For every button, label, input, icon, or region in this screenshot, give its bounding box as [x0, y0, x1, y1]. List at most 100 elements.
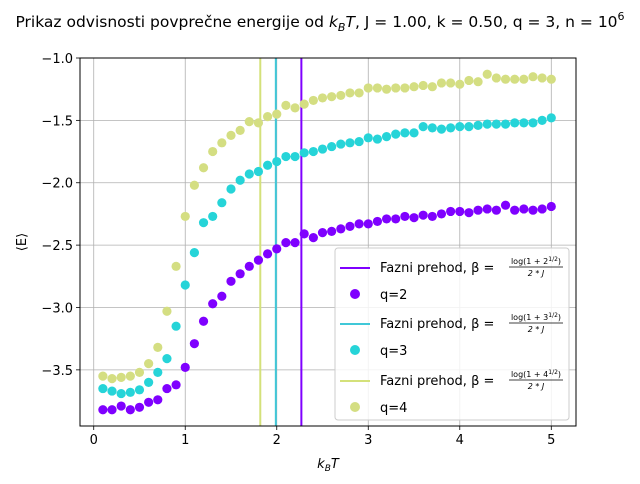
data-point-q2	[482, 204, 492, 214]
data-point-q4	[162, 306, 172, 316]
legend-frac-num-q4: log(1 + 41/2)	[511, 369, 561, 379]
data-point-q4	[354, 88, 364, 98]
data-point-q2	[208, 299, 218, 309]
data-point-q2	[528, 205, 538, 215]
data-point-q4	[464, 75, 474, 86]
data-point-q2	[116, 401, 126, 411]
data-point-q4	[455, 79, 465, 89]
data-point-q3	[272, 156, 282, 167]
data-point-q4	[134, 367, 145, 377]
data-point-q4	[372, 83, 383, 93]
data-point-q3	[244, 169, 254, 179]
data-point-q4	[546, 74, 556, 84]
data-point-q4	[345, 88, 355, 98]
data-point-q2	[153, 395, 163, 405]
data-point-q4	[409, 82, 419, 92]
legend-marker-q3	[350, 345, 360, 355]
data-point-q2	[455, 206, 465, 217]
axis-ticks: 0 1 2 3 4 5 −1.0 −1.5 −2.0 −2.5 −3.0 −3.5	[41, 52, 555, 448]
data-point-q3	[107, 386, 117, 396]
data-point-q3	[427, 123, 437, 133]
x-tick-label: 4	[456, 433, 464, 448]
data-point-q2	[244, 261, 254, 271]
data-point-q4	[235, 125, 245, 135]
data-point-q4	[217, 138, 227, 148]
data-point-q4	[381, 84, 392, 94]
data-point-q4	[144, 359, 154, 369]
data-point-q2	[189, 339, 199, 349]
data-point-q3	[381, 131, 392, 142]
data-point-q3	[354, 136, 364, 147]
data-point-q2	[226, 276, 236, 286]
legend-frac-num-q2: log(1 + 21/2)	[511, 256, 561, 266]
data-point-q3	[537, 115, 547, 125]
data-point-q3	[345, 138, 355, 148]
data-point-q3	[436, 124, 447, 134]
data-point-q2	[171, 380, 181, 390]
data-point-q4	[482, 69, 492, 79]
data-point-q2	[299, 229, 309, 239]
data-point-q2	[354, 219, 364, 229]
data-point-q2	[436, 209, 447, 219]
data-point-q2	[253, 255, 264, 265]
data-point-q4	[510, 74, 520, 84]
data-point-q4	[400, 83, 410, 93]
data-point-q4	[208, 146, 218, 157]
data-point-q2	[336, 224, 346, 234]
data-point-q2	[446, 206, 456, 217]
data-point-q2	[537, 204, 547, 214]
data-point-q3	[226, 184, 236, 194]
y-axis-label: ⟨E⟩	[15, 233, 30, 251]
y-tick-label: −1.5	[41, 114, 73, 129]
data-point-q4	[491, 73, 501, 83]
data-point-q4	[473, 77, 483, 87]
x-tick-label: 1	[181, 433, 189, 448]
data-point-q3	[400, 128, 410, 138]
data-point-q3	[253, 166, 264, 177]
data-point-q2	[372, 216, 383, 227]
data-point-q4	[116, 372, 126, 382]
data-point-q4	[327, 92, 337, 102]
data-point-q3	[491, 119, 501, 129]
data-point-q4	[336, 90, 346, 101]
data-point-q2	[363, 219, 373, 229]
data-point-q2	[290, 238, 300, 248]
legend-marker-q2	[350, 289, 360, 299]
data-point-q4	[363, 83, 373, 93]
data-point-q3	[455, 122, 465, 132]
data-point-q4	[263, 112, 273, 122]
data-point-q2	[308, 233, 318, 243]
legend-frac-den-q4: 2 * J	[528, 382, 545, 391]
data-point-q3	[464, 122, 474, 132]
legend-label-q2: q=2	[380, 288, 407, 303]
data-point-q3	[263, 160, 273, 170]
data-point-q4	[244, 117, 254, 127]
data-point-q4	[281, 100, 291, 111]
data-point-q2	[519, 204, 529, 214]
legend-label-q4: q=4	[380, 401, 407, 416]
data-point-q3	[208, 211, 218, 222]
data-point-q3	[162, 354, 172, 364]
data-point-q2	[345, 221, 355, 232]
data-point-q2	[473, 205, 483, 215]
data-point-q2	[180, 362, 190, 372]
x-tick-label: 5	[547, 433, 555, 448]
data-point-q3	[281, 151, 291, 162]
data-point-q2	[500, 200, 511, 210]
data-point-q3	[290, 151, 300, 162]
data-point-q4	[519, 74, 529, 84]
data-point-q2	[510, 205, 520, 215]
data-point-q2	[217, 291, 227, 301]
y-tick-label: −2.0	[41, 177, 73, 192]
data-point-q3	[391, 129, 401, 139]
legend-frac-num-q3: log(1 + 31/2)	[511, 312, 561, 322]
data-point-q3	[528, 118, 538, 128]
legend-label-vline-q3: Fazni prehod, β =	[380, 317, 494, 332]
data-point-q3	[473, 120, 483, 130]
data-point-q2	[98, 405, 108, 415]
data-point-q3	[299, 148, 309, 158]
data-point-q2	[409, 213, 419, 223]
data-point-q4	[189, 180, 199, 190]
